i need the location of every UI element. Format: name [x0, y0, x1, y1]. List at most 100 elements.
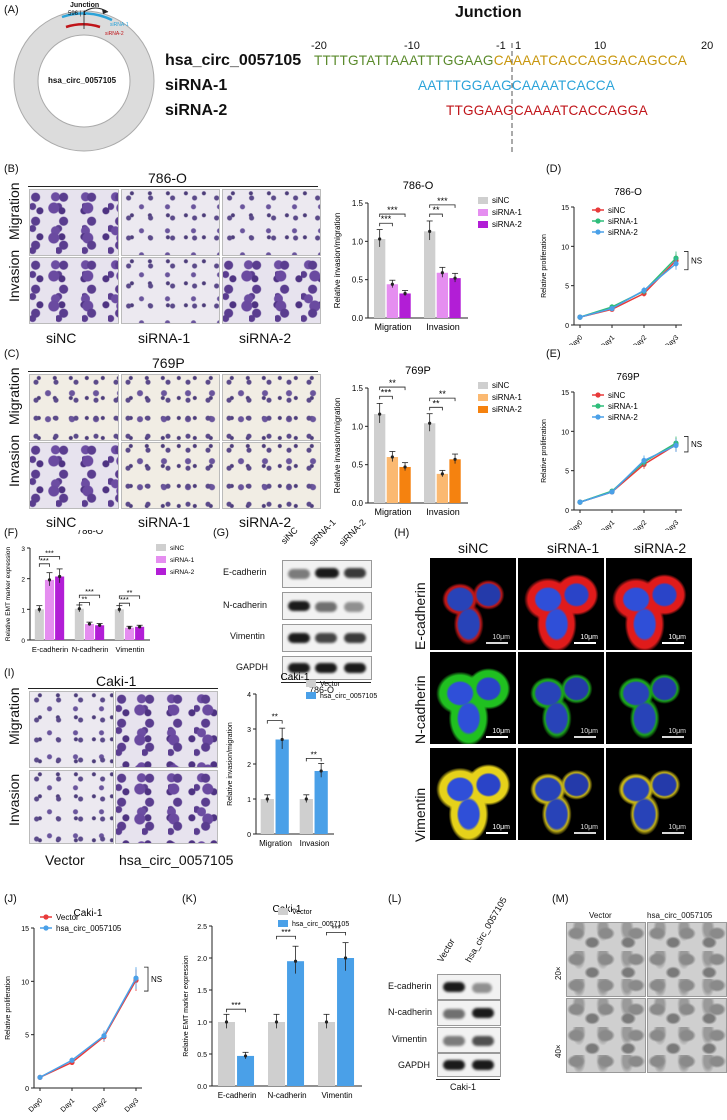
wb-l-row-vim: Vimentin	[392, 1034, 427, 1044]
panel-c-image-sinc-invasion	[29, 442, 119, 509]
junction-small-label: Junction	[70, 2, 100, 9]
if-scalebar-label: 10μm	[492, 728, 510, 735]
legend-label: siRNA-2	[492, 220, 522, 229]
panel-i-row-migration: Migration	[6, 687, 22, 745]
bar	[275, 739, 289, 834]
if-scalebar	[486, 736, 508, 738]
y-axis-label: Relative proliferation	[541, 234, 548, 298]
bar	[436, 473, 449, 503]
sig-label: **	[81, 594, 87, 603]
bar	[44, 579, 55, 640]
x-tick-label: E-cadherin	[32, 645, 68, 654]
bar	[237, 1055, 255, 1086]
phase-image-circ-40x	[647, 998, 727, 1073]
seq-row-sirna2-name: siRNA-2	[165, 102, 228, 119]
series-line	[39, 979, 137, 1079]
data-point	[293, 959, 298, 963]
legend-marker	[595, 414, 601, 420]
legend-marker	[43, 925, 49, 931]
sirna1-arc	[61, 12, 113, 22]
panel-label-c: (C)	[4, 348, 20, 360]
legend-marker	[595, 392, 601, 398]
panel-c-image-sirna1-migration	[121, 374, 220, 441]
y-tick-label: 1.5	[352, 384, 364, 393]
sig-bracket	[379, 222, 393, 227]
phase-row-40x: 40×	[554, 1044, 563, 1058]
ns-bracket	[144, 966, 149, 992]
legend-label: Vector	[292, 909, 313, 916]
wb-l-col-vector: Vector	[435, 936, 457, 964]
y-tick-label: 15	[561, 390, 569, 397]
chart-title: 786-O	[77, 530, 103, 537]
panel-b-col-sinc: siNC	[46, 330, 77, 346]
legend-swatch	[478, 197, 488, 204]
x-tick-label: Day0	[28, 1097, 45, 1114]
circ-seq-left: TTTTGTATTAAATTTGGAAG	[314, 53, 494, 68]
sig-bracket	[226, 1008, 246, 1013]
legend-label: siRNA-1	[608, 217, 638, 226]
panel-i-image-circ-migration	[115, 691, 218, 768]
legend-swatch	[478, 406, 488, 413]
wb-g-row-ecad: E-cadherin	[223, 567, 267, 577]
x-tick-label: Day0	[568, 334, 585, 345]
panel-c-cell-title: 769P	[152, 355, 185, 371]
ns-bracket	[684, 251, 689, 271]
bar	[374, 414, 386, 503]
chart-title: Caki-1	[74, 908, 103, 919]
bar	[260, 799, 274, 834]
tick-m10: -10	[404, 40, 420, 52]
bar	[124, 627, 135, 640]
phase-col-vector: Vector	[589, 911, 612, 920]
data-point	[37, 1074, 43, 1080]
ns-label: NS	[151, 975, 162, 984]
chart-title: 786-O	[614, 187, 642, 198]
bar	[74, 608, 84, 640]
sig-label: ***	[381, 214, 392, 224]
wb-l-row-ncad: N-cadherin	[388, 1007, 433, 1017]
sig-label: **	[433, 398, 441, 408]
panel-b-image-sirna2-migration	[222, 189, 321, 256]
data-point	[390, 282, 394, 286]
panel-b-image-sinc-invasion	[29, 257, 119, 324]
y-tick-label: 0	[25, 1086, 29, 1093]
y-axis-label: Relative EMT marker expression	[5, 547, 12, 642]
bar	[84, 624, 95, 640]
panel-c-image-sirna2-migration	[222, 374, 321, 441]
if-scalebar-label: 10μm	[492, 824, 510, 831]
bar	[287, 961, 305, 1086]
if-col-sirna2: siRNA-2	[634, 540, 687, 556]
x-tick-label: Vimentin	[322, 1091, 353, 1100]
sig-label: ***	[85, 587, 94, 596]
panel-i-image-vector-invasion	[29, 770, 114, 844]
data-point	[378, 412, 382, 416]
x-tick-label: Migration	[259, 839, 292, 848]
panel-label-b: (B)	[4, 163, 19, 175]
panel-c-col-sirna1: siRNA-1	[138, 514, 191, 530]
sirna2-small-label: siRNA-2	[105, 31, 124, 37]
y-tick-label: 1.5	[197, 988, 207, 995]
chart-b: 786-O 0.0 0.5 1.0 1.5 Relative invasion/migra…	[333, 180, 522, 332]
y-tick-label: 1.0	[352, 422, 364, 431]
panel-i-image-circ-invasion	[115, 770, 218, 844]
sirna1-small-label: siRNA-1	[110, 22, 129, 28]
panel-i-image-vector-migration	[29, 691, 114, 768]
panel-i-col-circ: hsa_circ_0057105	[119, 852, 234, 868]
panel-label-m: (M)	[552, 893, 569, 905]
circ-center-label: hsa_circ_0057105	[48, 76, 117, 85]
wb-l-row-gapdh: GAPDH	[398, 1060, 431, 1070]
data-point	[224, 1020, 229, 1024]
data-point	[37, 607, 41, 611]
panel-label-k: (K)	[182, 893, 197, 905]
sig-bracket	[118, 602, 130, 607]
legend-label: siRNA-2	[492, 405, 522, 414]
sirna2-seq-left: TTGGAAG	[446, 103, 514, 118]
series-line	[579, 259, 677, 318]
data-point	[378, 237, 382, 241]
bar	[95, 625, 105, 640]
data-point	[243, 1054, 248, 1058]
panel-label-l: (L)	[388, 893, 402, 905]
y-tick-label: 1	[21, 607, 25, 614]
wb-g-cell: 786-O	[309, 685, 335, 695]
data-point	[403, 465, 407, 469]
bar	[399, 466, 411, 503]
